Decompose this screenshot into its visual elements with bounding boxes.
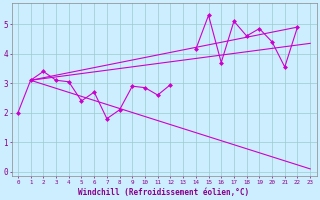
X-axis label: Windchill (Refroidissement éolien,°C): Windchill (Refroidissement éolien,°C) (78, 188, 250, 197)
